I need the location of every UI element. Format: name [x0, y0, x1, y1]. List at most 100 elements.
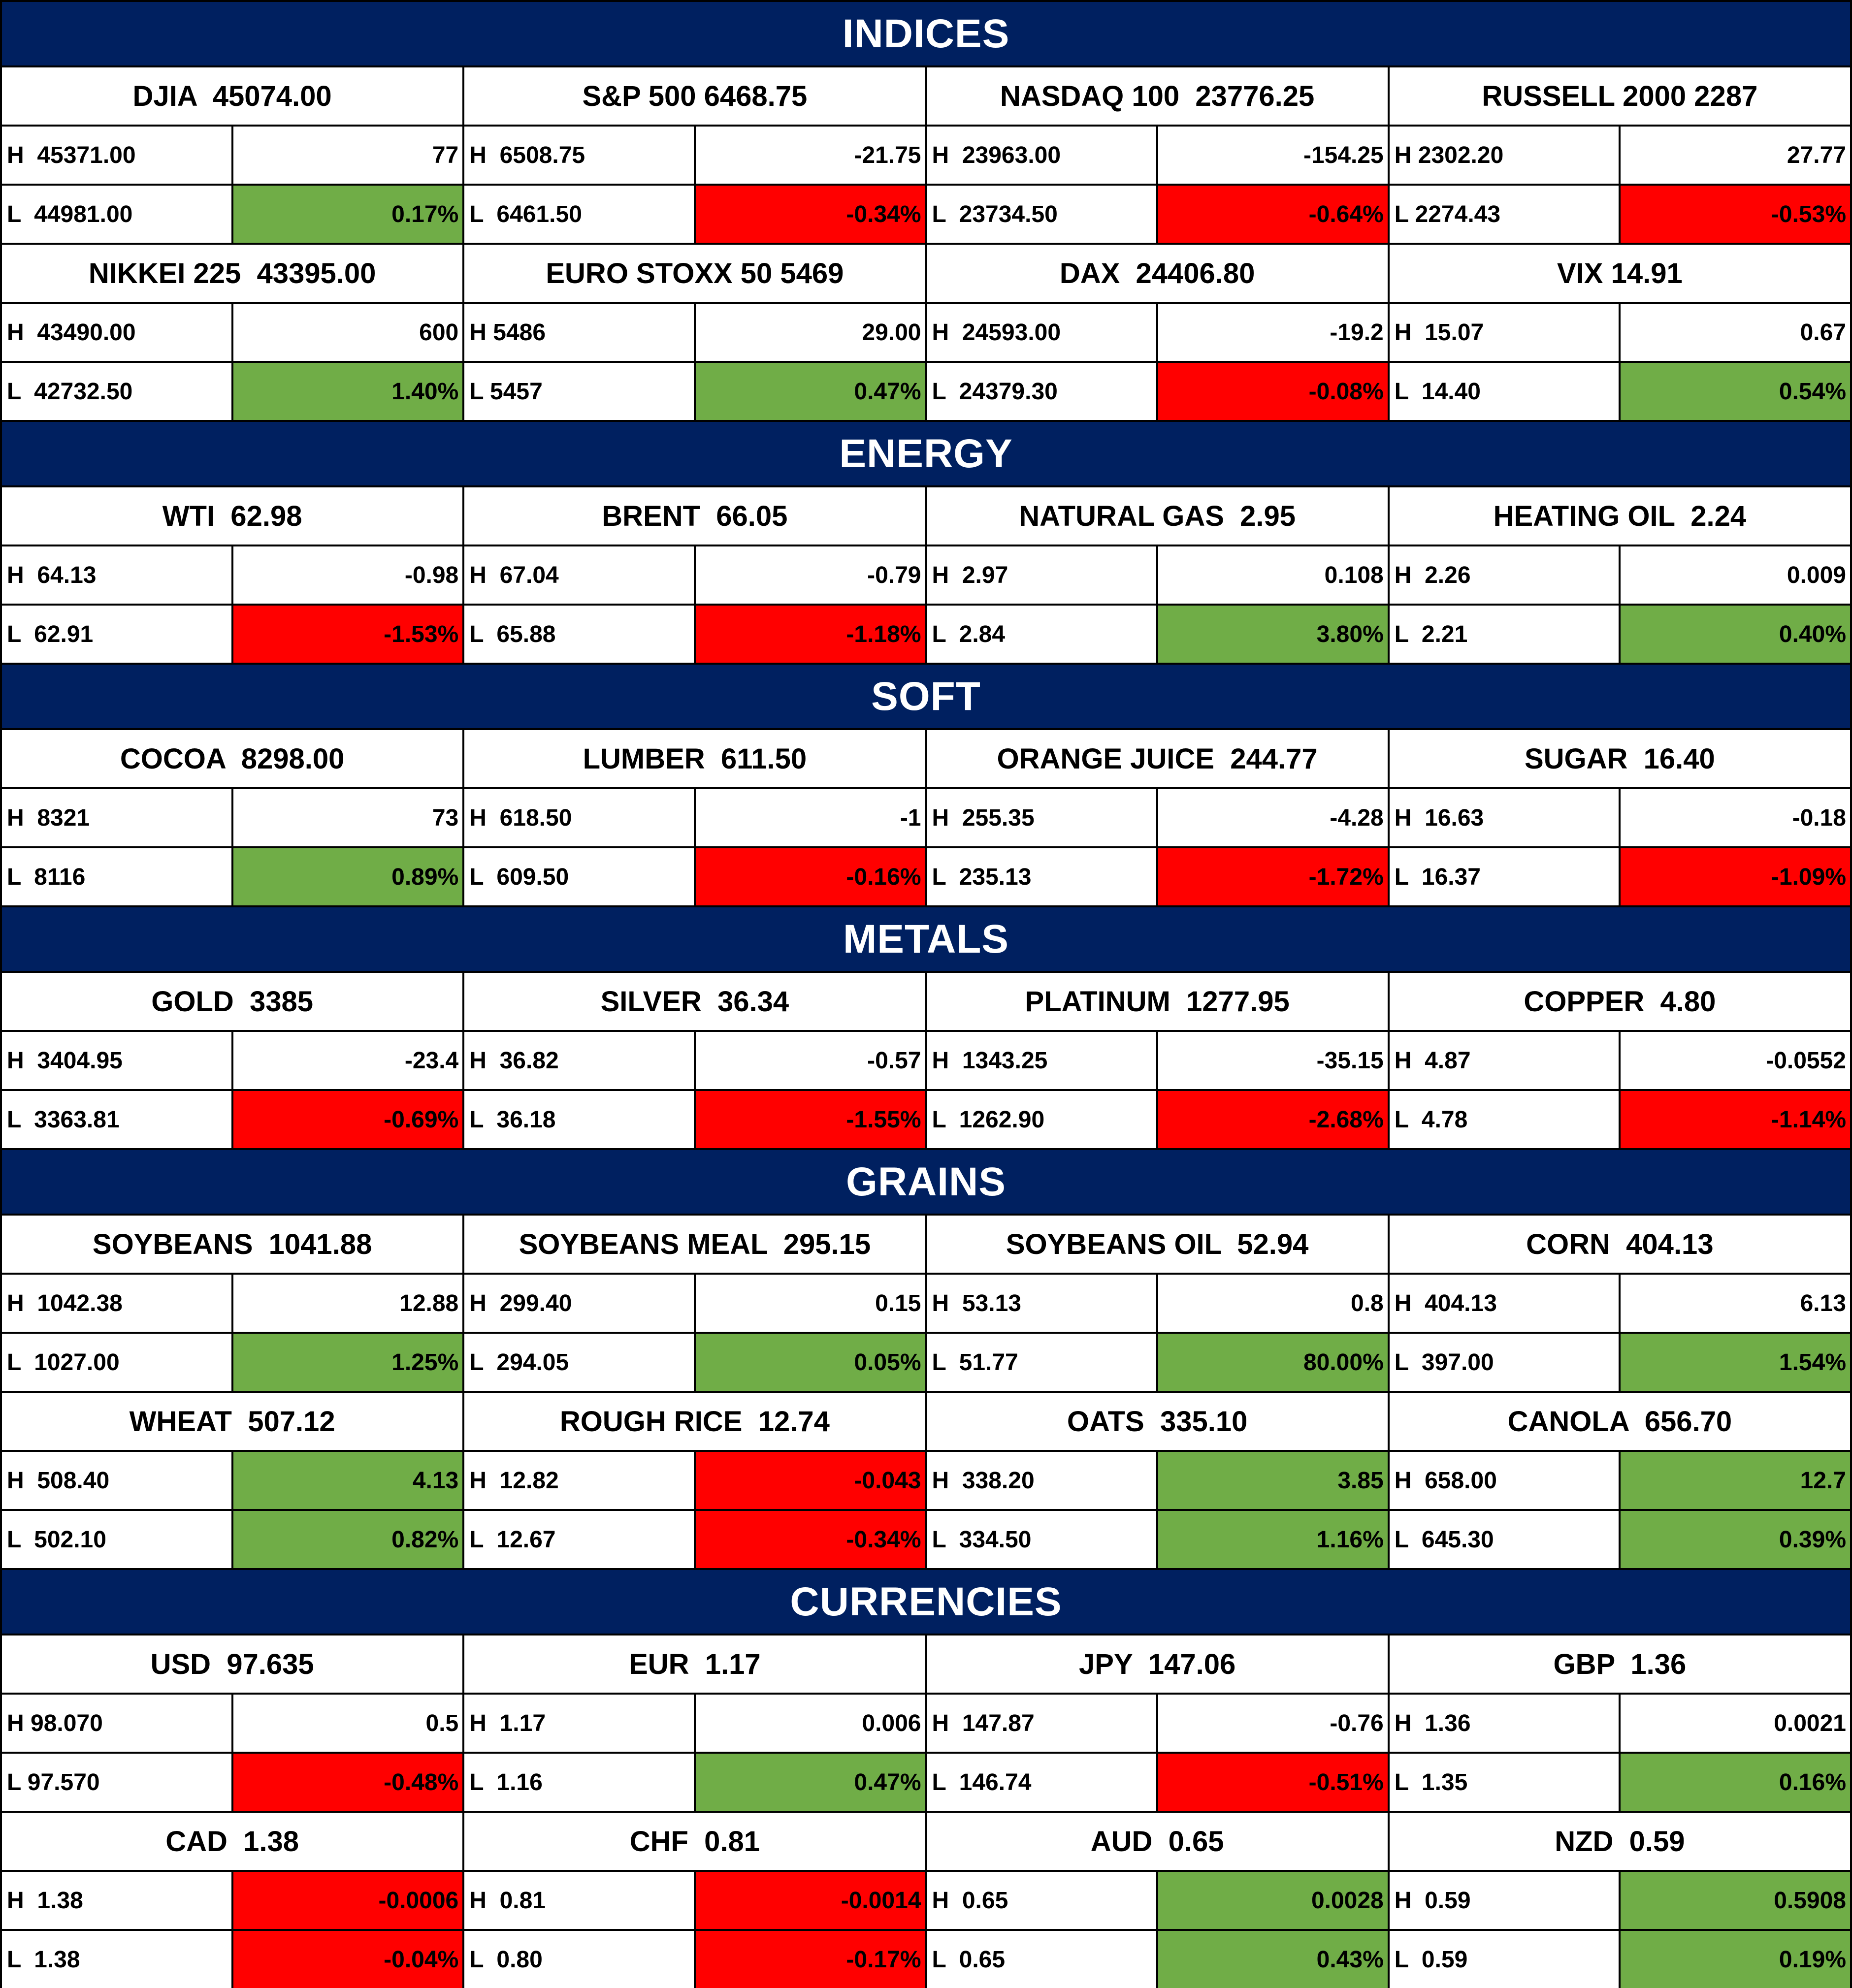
percent-change: -1.14% — [1621, 1091, 1850, 1148]
low-value: L 235.13 — [927, 848, 1157, 905]
high-value: H 98.070 — [2, 1695, 231, 1752]
quote-card: ROUGH RICE 12.74 H 12.82 -0.043 L 12.67 -0.3… — [464, 1393, 925, 1568]
low-value: L 44981.00 — [2, 186, 231, 243]
instrument-title: EURO STOXX 50 5469 — [464, 245, 925, 302]
change-value: 0.67 — [1621, 304, 1850, 361]
low-value: L 12.67 — [464, 1511, 694, 1568]
percent-change: 0.16% — [1621, 1754, 1850, 1811]
high-value: H 658.00 — [1389, 1452, 1619, 1509]
percent-change: 0.39% — [1621, 1511, 1850, 1568]
quote-card: VIX 14.91 H 15.07 0.67 L 14.40 0.54% — [1389, 245, 1850, 420]
quote-card: S&P 500 6468.75 H 6508.75 -21.75 L 6461.50-… — [464, 67, 925, 243]
high-value: H 43490.00 — [2, 304, 231, 361]
instrument-title: COPPER 4.80 — [1389, 973, 1850, 1030]
change-value: 0.108 — [1158, 546, 1388, 604]
quote-card: COPPER 4.80 H 4.87 -0.0552 L 4.78 -1.14% — [1389, 973, 1850, 1148]
change-value: 4.13 — [233, 1452, 463, 1509]
percent-change: 0.54% — [1621, 363, 1850, 420]
quote-card: USD 97.635 H 98.070 0.5 L 97.570 -0.48% — [2, 1635, 463, 1811]
instrument-title: S&P 500 6468.75 — [464, 67, 925, 125]
percent-change: -0.48% — [233, 1754, 463, 1811]
change-value: -4.28 — [1158, 789, 1388, 846]
low-value: L 4.78 — [1389, 1091, 1619, 1148]
percent-change: -0.51% — [1158, 1754, 1388, 1811]
low-value: L 14.40 — [1389, 363, 1619, 420]
high-value: H 6508.75 — [464, 127, 694, 184]
percent-change: 0.89% — [233, 848, 463, 905]
percent-change: -1.55% — [695, 1091, 925, 1148]
quote-row: NIKKEI 225 43395.00 H 43490.00 600 L 42732.… — [2, 245, 1850, 420]
instrument-title: GBP 1.36 — [1389, 1635, 1850, 1693]
instrument-title: CAD 1.38 — [2, 1813, 463, 1870]
change-value: 73 — [233, 789, 463, 846]
instrument-title: AUD 0.65 — [927, 1813, 1388, 1870]
percent-change: -0.34% — [695, 1511, 925, 1568]
instrument-title: WHEAT 507.12 — [2, 1393, 463, 1450]
low-value: L 1.16 — [464, 1754, 694, 1811]
high-value: H 45371.00 — [2, 127, 231, 184]
instrument-title: CHF 0.81 — [464, 1813, 925, 1870]
percent-change: 3.80% — [1158, 606, 1388, 663]
change-value: 12.7 — [1621, 1452, 1850, 1509]
instrument-title: SOYBEANS OIL 52.94 — [927, 1216, 1388, 1273]
change-value: 29.00 — [695, 304, 925, 361]
section-header-grains: GRAINS — [2, 1150, 1850, 1214]
quote-card: SOYBEANS MEAL 295.15 H 299.40 0.15 L 294.05… — [464, 1216, 925, 1391]
instrument-title: SUGAR 16.40 — [1389, 730, 1850, 787]
quote-card: NIKKEI 225 43395.00 H 43490.00 600 L 42732.… — [2, 245, 463, 420]
percent-change: 1.54% — [1621, 1334, 1850, 1391]
change-value: -19.2 — [1158, 304, 1388, 361]
quote-row: WTI 62.98 H 64.13 -0.98 L 62.91 -1.53% BRENT … — [2, 487, 1850, 663]
change-value: -154.25 — [1158, 127, 1388, 184]
high-value: H 299.40 — [464, 1275, 694, 1332]
change-value: -35.15 — [1158, 1032, 1388, 1089]
instrument-title: USD 97.635 — [2, 1635, 463, 1693]
change-value: -21.75 — [695, 127, 925, 184]
change-value: -0.0006 — [233, 1872, 463, 1929]
section-header-metals: METALS — [2, 907, 1850, 971]
high-value: H 1.38 — [2, 1872, 231, 1929]
low-value: L 36.18 — [464, 1091, 694, 1148]
percent-change: -0.17% — [695, 1931, 925, 1988]
percent-change: 0.47% — [695, 1754, 925, 1811]
change-value: 27.77 — [1621, 127, 1850, 184]
percent-change: -1.09% — [1621, 848, 1850, 905]
percent-change: -1.53% — [233, 606, 463, 663]
high-value: H 1.17 — [464, 1695, 694, 1752]
percent-change: -1.18% — [695, 606, 925, 663]
instrument-title: LUMBER 611.50 — [464, 730, 925, 787]
change-value: 77 — [233, 127, 463, 184]
instrument-title: WTI 62.98 — [2, 487, 463, 545]
quote-card: NATURAL GAS 2.95 H 2.97 0.108 L 2.84 3.80% — [927, 487, 1388, 663]
instrument-title: BRENT 66.05 — [464, 487, 925, 545]
high-value: H 5486 — [464, 304, 694, 361]
low-value: L 65.88 — [464, 606, 694, 663]
quote-card: COCOA 8298.00 H 8321 73 L 8116 0.89% — [2, 730, 463, 905]
quote-card: SILVER 36.34 H 36.82 -0.57 L 36.18 -1.55% — [464, 973, 925, 1148]
instrument-title: CANOLA 656.70 — [1389, 1393, 1850, 1450]
change-value: 0.0028 — [1158, 1872, 1388, 1929]
percent-change: 0.40% — [1621, 606, 1850, 663]
change-value: -0.043 — [695, 1452, 925, 1509]
low-value: L 1.38 — [2, 1931, 231, 1988]
percent-change: 1.16% — [1158, 1511, 1388, 1568]
high-value: H 36.82 — [464, 1032, 694, 1089]
quote-row: WHEAT 507.12 H 508.40 4.13 L 502.10 0.82% ROU… — [2, 1393, 1850, 1568]
percent-change: 0.43% — [1158, 1931, 1388, 1988]
instrument-title: SOYBEANS MEAL 295.15 — [464, 1216, 925, 1273]
low-value: L 8116 — [2, 848, 231, 905]
high-value: H 3404.95 — [2, 1032, 231, 1089]
change-value: -0.76 — [1158, 1695, 1388, 1752]
change-value: 0.009 — [1621, 546, 1850, 604]
low-value: L 609.50 — [464, 848, 694, 905]
instrument-title: NZD 0.59 — [1389, 1813, 1850, 1870]
change-value: -0.79 — [695, 546, 925, 604]
section-header-energy: ENERGY — [2, 422, 1850, 485]
high-value: H 16.63 — [1389, 789, 1619, 846]
low-value: L 294.05 — [464, 1334, 694, 1391]
quote-card: SUGAR 16.40 H 16.63 -0.18 L 16.37 -1.09% — [1389, 730, 1850, 905]
instrument-title: CORN 404.13 — [1389, 1216, 1850, 1273]
change-value: 6.13 — [1621, 1275, 1850, 1332]
change-value: 0.0021 — [1621, 1695, 1850, 1752]
